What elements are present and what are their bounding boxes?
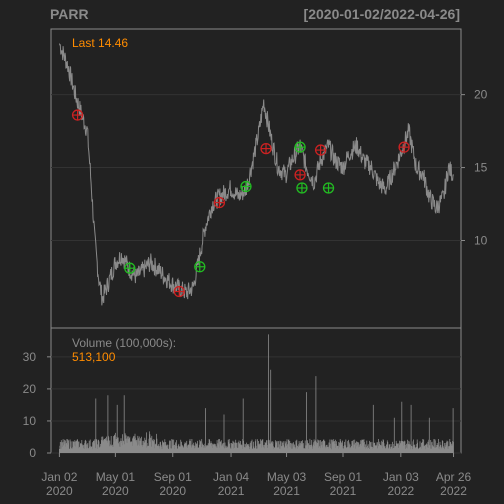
x-tick-year: 2021 (330, 484, 357, 498)
volume-title: Volume (100,000s): (72, 336, 176, 350)
volume-y-tick-label: 0 (29, 446, 36, 460)
volume-bars (59, 334, 454, 453)
volume-y-axis: 0 10 20 30 (23, 350, 51, 460)
x-tick-label: Sep 01 (324, 470, 362, 484)
volume-gridlines (51, 356, 461, 454)
sell-signal-marker (294, 169, 306, 181)
volume-y-tick-label: 10 (23, 414, 37, 428)
price-y-tick-label: 10 (474, 233, 488, 247)
volume-panel: 0 10 20 30 Volume (100,000s): 513,100 (23, 327, 462, 460)
x-tick-year: 2020 (46, 484, 73, 498)
x-tick-label: Jan 04 (213, 470, 249, 484)
x-tick-year: 2021 (273, 484, 300, 498)
volume-y-tick-label: 20 (23, 382, 37, 396)
volume-y-tick-label: 30 (23, 350, 37, 364)
price-y-tick-label: 20 (474, 88, 488, 102)
buy-signal-marker (240, 180, 252, 193)
buy-signal-marker (296, 182, 308, 194)
x-tick-label: May 03 (267, 470, 307, 484)
x-tick-year: 2021 (218, 484, 245, 498)
sell-signal-marker (398, 141, 410, 153)
x-tick-label: Sep 01 (154, 470, 192, 484)
x-tick-year: 2020 (159, 484, 186, 498)
price-panel: 10 15 20 Last 14.46 (50, 28, 488, 329)
sell-signal-marker (314, 144, 327, 156)
sell-signal-marker (71, 109, 84, 121)
sell-signal-marker (213, 196, 226, 209)
last-price-label: Last 14.46 (72, 36, 128, 50)
x-tick-label: Jan 03 (383, 470, 419, 484)
price-panel-frame (50, 28, 462, 329)
x-tick-label: Apr 26 (436, 470, 472, 484)
buy-signal-marker (322, 182, 335, 194)
x-tick-year: 2022 (440, 484, 467, 498)
chart-date-range: [2020-01-02/2022-04-26] (304, 6, 460, 22)
chart-symbol: PARR (50, 6, 89, 22)
volume-bars-path (59, 334, 454, 453)
sell-signal-marker (173, 285, 185, 298)
price-y-axis: 10 15 20 (461, 88, 488, 247)
price-y-tick-label: 15 (474, 161, 488, 175)
volume-last-value: 513,100 (72, 350, 116, 364)
signal-markers (71, 109, 410, 298)
x-tick-year: 2022 (387, 484, 414, 498)
x-tick-label: May 01 (96, 470, 136, 484)
buy-signal-marker (124, 262, 136, 274)
buy-signal-marker (194, 261, 206, 273)
price-gridlines (51, 94, 461, 241)
x-tick-year: 2020 (102, 484, 129, 498)
price-series-line (58, 43, 454, 306)
x-tick-label: Jan 02 (41, 470, 77, 484)
buy-signal-marker (294, 141, 306, 153)
sell-signal-marker (260, 142, 272, 155)
